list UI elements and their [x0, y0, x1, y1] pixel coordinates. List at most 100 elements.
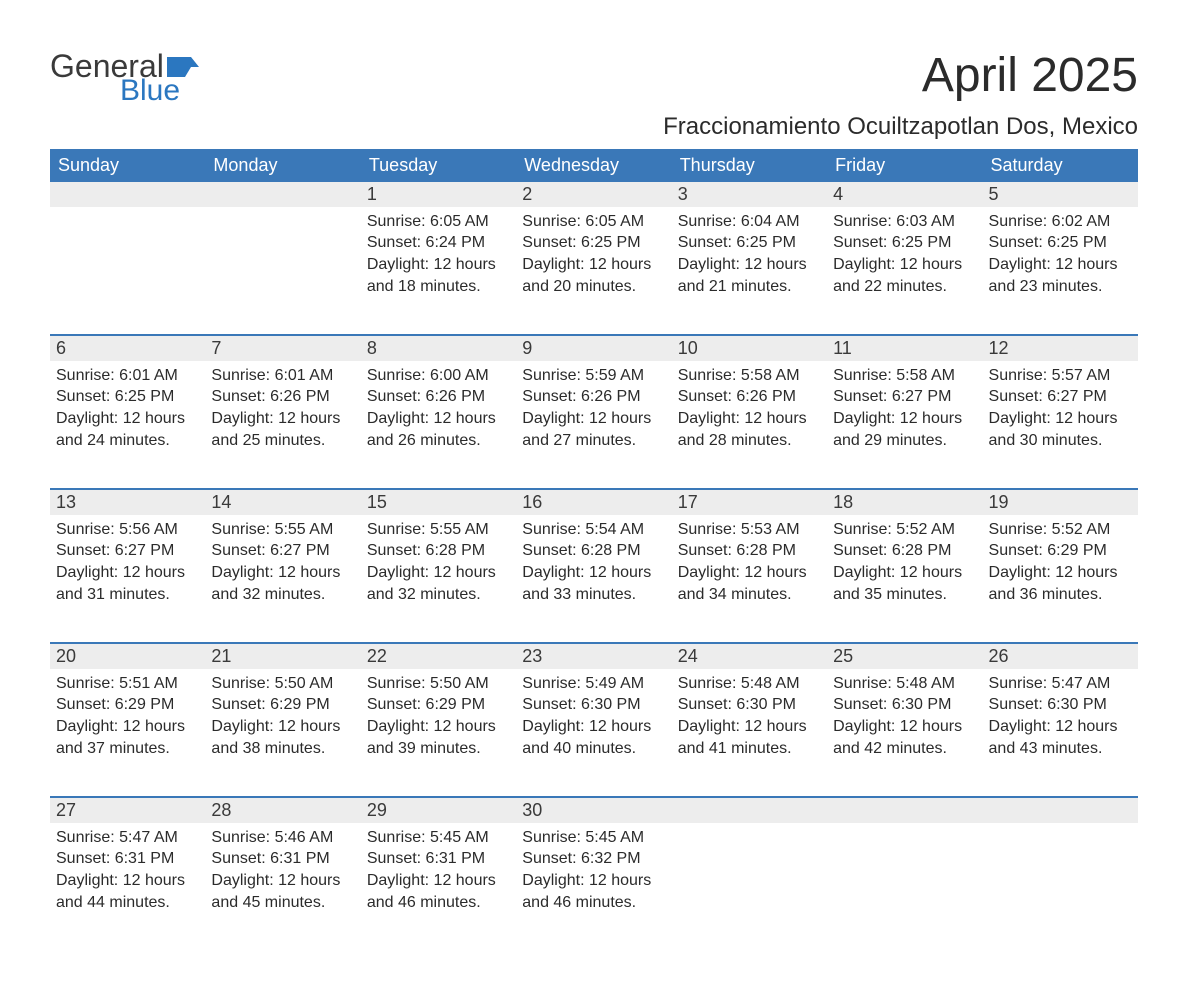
day-number: 24 [672, 643, 827, 669]
sunset-line: Sunset: 6:26 PM [367, 386, 510, 408]
day-number: 27 [50, 797, 205, 823]
day-number: 14 [205, 489, 360, 515]
weekday-header: Thursday [672, 149, 827, 182]
sunset-line: Sunset: 6:30 PM [678, 694, 821, 716]
week-body-row: Sunrise: 5:56 AMSunset: 6:27 PMDaylight:… [50, 515, 1138, 643]
daylight-line: Daylight: 12 hours and 23 minutes. [989, 254, 1132, 297]
day-cell: Sunrise: 5:49 AMSunset: 6:30 PMDaylight:… [516, 669, 671, 797]
sunrise-line: Sunrise: 5:45 AM [367, 827, 510, 849]
week-body-row: Sunrise: 5:51 AMSunset: 6:29 PMDaylight:… [50, 669, 1138, 797]
empty-day-number [672, 797, 827, 823]
day-cell: Sunrise: 5:58 AMSunset: 6:27 PMDaylight:… [827, 361, 982, 489]
day-cell: Sunrise: 6:05 AMSunset: 6:25 PMDaylight:… [516, 207, 671, 335]
daylight-line: Daylight: 12 hours and 43 minutes. [989, 716, 1132, 759]
day-number: 26 [983, 643, 1138, 669]
daylight-line: Daylight: 12 hours and 46 minutes. [522, 870, 665, 913]
empty-day-cell [50, 207, 205, 335]
day-cell: Sunrise: 6:04 AMSunset: 6:25 PMDaylight:… [672, 207, 827, 335]
day-cell: Sunrise: 5:51 AMSunset: 6:29 PMDaylight:… [50, 669, 205, 797]
location-subtitle: Fraccionamiento Ocuiltzapotlan Dos, Mexi… [663, 113, 1138, 141]
empty-day-cell [983, 823, 1138, 951]
day-cell: Sunrise: 5:47 AMSunset: 6:30 PMDaylight:… [983, 669, 1138, 797]
sunrise-line: Sunrise: 5:58 AM [833, 365, 976, 387]
sunset-line: Sunset: 6:25 PM [522, 232, 665, 254]
daylight-line: Daylight: 12 hours and 31 minutes. [56, 562, 199, 605]
empty-day-number [983, 797, 1138, 823]
weekday-header: Wednesday [516, 149, 671, 182]
sunset-line: Sunset: 6:31 PM [56, 848, 199, 870]
daylight-line: Daylight: 12 hours and 25 minutes. [211, 408, 354, 451]
sunset-line: Sunset: 6:27 PM [989, 386, 1132, 408]
calendar-page: General Blue April 2025 Fraccionamiento … [0, 0, 1188, 981]
daylight-line: Daylight: 12 hours and 44 minutes. [56, 870, 199, 913]
sunset-line: Sunset: 6:27 PM [56, 540, 199, 562]
daylight-line: Daylight: 12 hours and 32 minutes. [211, 562, 354, 605]
daylight-line: Daylight: 12 hours and 18 minutes. [367, 254, 510, 297]
sunrise-line: Sunrise: 6:03 AM [833, 211, 976, 233]
daylight-line: Daylight: 12 hours and 45 minutes. [211, 870, 354, 913]
weekday-header: Friday [827, 149, 982, 182]
daylight-line: Daylight: 12 hours and 24 minutes. [56, 408, 199, 451]
daylight-line: Daylight: 12 hours and 28 minutes. [678, 408, 821, 451]
daylight-line: Daylight: 12 hours and 46 minutes. [367, 870, 510, 913]
sunset-line: Sunset: 6:27 PM [211, 540, 354, 562]
calendar-table: SundayMondayTuesdayWednesdayThursdayFrid… [50, 149, 1138, 951]
day-number: 22 [361, 643, 516, 669]
sunrise-line: Sunrise: 5:57 AM [989, 365, 1132, 387]
sunset-line: Sunset: 6:32 PM [522, 848, 665, 870]
day-cell: Sunrise: 5:48 AMSunset: 6:30 PMDaylight:… [672, 669, 827, 797]
brand-logo: General Blue [50, 50, 199, 106]
sunset-line: Sunset: 6:25 PM [56, 386, 199, 408]
daylight-line: Daylight: 12 hours and 26 minutes. [367, 408, 510, 451]
sunrise-line: Sunrise: 6:04 AM [678, 211, 821, 233]
day-number: 16 [516, 489, 671, 515]
day-cell: Sunrise: 5:52 AMSunset: 6:28 PMDaylight:… [827, 515, 982, 643]
week-daynum-row: 27282930 [50, 797, 1138, 823]
day-cell: Sunrise: 5:47 AMSunset: 6:31 PMDaylight:… [50, 823, 205, 951]
day-number: 9 [516, 335, 671, 361]
sunrise-line: Sunrise: 5:55 AM [367, 519, 510, 541]
sunrise-line: Sunrise: 6:02 AM [989, 211, 1132, 233]
day-number: 7 [205, 335, 360, 361]
day-cell: Sunrise: 5:56 AMSunset: 6:27 PMDaylight:… [50, 515, 205, 643]
sunrise-line: Sunrise: 6:05 AM [522, 211, 665, 233]
day-number: 20 [50, 643, 205, 669]
daylight-line: Daylight: 12 hours and 22 minutes. [833, 254, 976, 297]
daylight-line: Daylight: 12 hours and 34 minutes. [678, 562, 821, 605]
day-number: 6 [50, 335, 205, 361]
weekday-header: Saturday [983, 149, 1138, 182]
sunset-line: Sunset: 6:25 PM [989, 232, 1132, 254]
sunrise-line: Sunrise: 5:50 AM [367, 673, 510, 695]
sunset-line: Sunset: 6:29 PM [989, 540, 1132, 562]
day-number: 18 [827, 489, 982, 515]
week-daynum-row: 6789101112 [50, 335, 1138, 361]
sunrise-line: Sunrise: 5:48 AM [833, 673, 976, 695]
week-daynum-row: 13141516171819 [50, 489, 1138, 515]
sunset-line: Sunset: 6:29 PM [211, 694, 354, 716]
sunset-line: Sunset: 6:24 PM [367, 232, 510, 254]
empty-day-number [205, 182, 360, 207]
sunset-line: Sunset: 6:26 PM [678, 386, 821, 408]
sunset-line: Sunset: 6:29 PM [367, 694, 510, 716]
day-number: 3 [672, 182, 827, 207]
day-number: 1 [361, 182, 516, 207]
day-cell: Sunrise: 5:55 AMSunset: 6:28 PMDaylight:… [361, 515, 516, 643]
daylight-line: Daylight: 12 hours and 39 minutes. [367, 716, 510, 759]
week-body-row: Sunrise: 5:47 AMSunset: 6:31 PMDaylight:… [50, 823, 1138, 951]
day-cell: Sunrise: 5:50 AMSunset: 6:29 PMDaylight:… [205, 669, 360, 797]
day-number: 12 [983, 335, 1138, 361]
sunset-line: Sunset: 6:30 PM [833, 694, 976, 716]
day-cell: Sunrise: 6:03 AMSunset: 6:25 PMDaylight:… [827, 207, 982, 335]
day-cell: Sunrise: 5:57 AMSunset: 6:27 PMDaylight:… [983, 361, 1138, 489]
header: General Blue April 2025 Fraccionamiento … [50, 50, 1138, 141]
daylight-line: Daylight: 12 hours and 36 minutes. [989, 562, 1132, 605]
day-cell: Sunrise: 6:01 AMSunset: 6:25 PMDaylight:… [50, 361, 205, 489]
sunset-line: Sunset: 6:31 PM [367, 848, 510, 870]
daylight-line: Daylight: 12 hours and 32 minutes. [367, 562, 510, 605]
calendar-header-row: SundayMondayTuesdayWednesdayThursdayFrid… [50, 149, 1138, 182]
sunset-line: Sunset: 6:28 PM [678, 540, 821, 562]
sunrise-line: Sunrise: 5:58 AM [678, 365, 821, 387]
weekday-header: Tuesday [361, 149, 516, 182]
sunrise-line: Sunrise: 5:49 AM [522, 673, 665, 695]
day-number: 30 [516, 797, 671, 823]
